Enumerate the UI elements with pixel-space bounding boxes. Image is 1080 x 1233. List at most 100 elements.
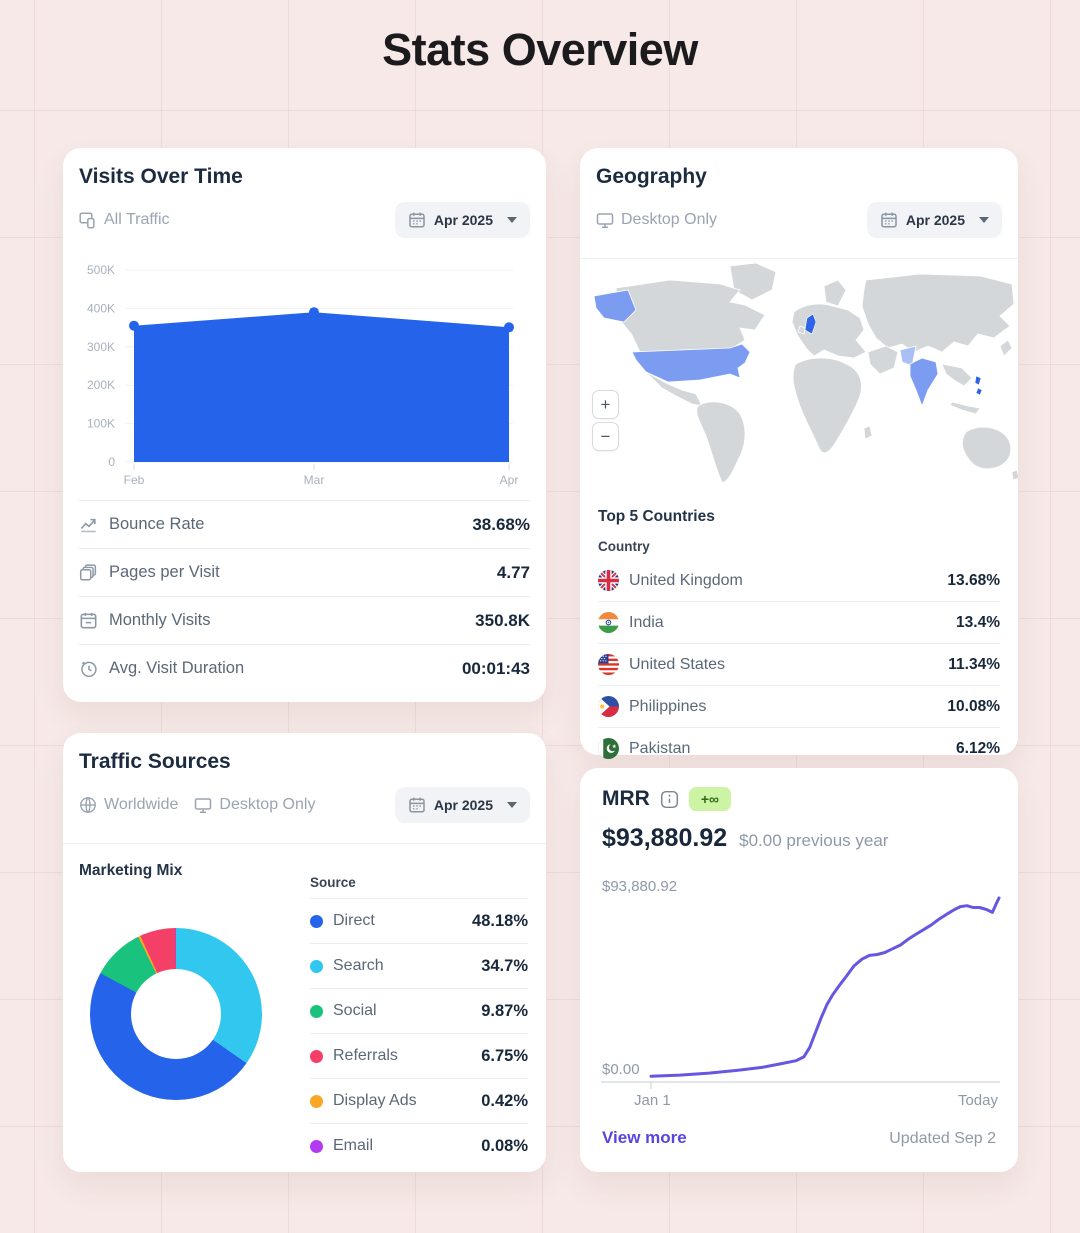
country-name: Philippines <box>629 697 707 715</box>
country-share: 10.08% <box>947 697 1000 715</box>
traffic-filter: All Traffic <box>79 211 170 229</box>
source-label: Direct <box>333 912 375 929</box>
stat-row: Pages per Visit 4.77 <box>79 548 530 596</box>
mrr-chart-max-label: $93,880.92 <box>602 878 678 895</box>
traffic-filter-label: All Traffic <box>104 211 170 228</box>
marketing-mix-title: Marketing Mix <box>79 862 183 879</box>
geography-filters-row: Desktop Only Apr 2025 <box>596 202 1002 238</box>
growth-badge: +∞ <box>688 787 731 811</box>
country-row: Philippines 10.08% <box>598 686 1000 728</box>
mrr-chart-min-label: $0.00 <box>602 1061 640 1078</box>
source-share: 0.42% <box>481 1091 528 1110</box>
svg-text:Mar: Mar <box>304 473 325 487</box>
map-philippines <box>974 375 982 386</box>
traffic-period-value: Apr 2025 <box>433 797 493 813</box>
desktop-filter-label: Desktop Only <box>621 211 718 228</box>
legend-color-dot <box>310 914 323 928</box>
map-philippines <box>975 387 983 396</box>
geography-period-dropdown[interactable]: Apr 2025 <box>866 202 1002 238</box>
country-row: United Kingdom 13.68% <box>598 560 1000 602</box>
source-label: Display Ads <box>333 1092 417 1109</box>
worldwide-filter-label: Worldwide <box>104 796 179 813</box>
legend-color-dot <box>310 1139 323 1153</box>
svg-text:Apr: Apr <box>500 473 519 487</box>
monitor-icon <box>596 211 614 229</box>
visits-period-dropdown[interactable]: Apr 2025 <box>394 202 530 238</box>
traffic-sources-card: Traffic Sources Worldwide Desktop Only A… <box>63 733 546 1172</box>
mrr-x-axis-start: Jan 1 <box>634 1092 671 1109</box>
map-zoom-out-button[interactable]: − <box>592 422 619 451</box>
visits-period-value: Apr 2025 <box>433 212 493 228</box>
calendar2-icon <box>79 611 98 630</box>
country-share: 13.68% <box>947 571 1000 589</box>
country-name: United Kingdom <box>629 571 743 589</box>
stat-label: Bounce Rate <box>109 515 205 533</box>
traffic-period-dropdown[interactable]: Apr 2025 <box>394 787 530 823</box>
map-united-kingdom <box>804 313 817 335</box>
source-label: Referrals <box>333 1047 398 1064</box>
mrr-card: MRR +∞ $93,880.92 $0.00 previous year $9… <box>580 768 1018 1172</box>
source-share: 9.87% <box>481 1001 528 1020</box>
flag-united-kingdom-icon <box>598 570 619 591</box>
traffic-source-row: Search 34.7% <box>310 943 528 988</box>
source-label: Email <box>333 1137 374 1154</box>
country-share: 11.34% <box>948 655 1000 673</box>
country-row: Pakistan 6.12% <box>598 728 1000 770</box>
calendar-icon <box>408 796 426 814</box>
map-india <box>909 357 939 408</box>
mrr-current-value: $93,880.92 <box>602 824 728 852</box>
map-alaska <box>593 289 637 323</box>
source-share: 6.75% <box>481 1046 528 1065</box>
source-label: Social <box>333 1002 377 1019</box>
mrr-card-title: MRR <box>602 787 650 810</box>
source-share: 48.18% <box>472 911 528 930</box>
source-share: 0.08% <box>481 1136 528 1155</box>
stat-row: Bounce Rate 38.68% <box>79 500 530 548</box>
clock-icon <box>79 659 98 678</box>
top-countries-title: Top 5 Countries <box>598 508 715 525</box>
svg-text:300K: 300K <box>87 340 115 354</box>
stat-row: Avg. Visit Duration 00:01:43 <box>79 644 530 692</box>
flag-india-icon <box>598 612 619 633</box>
stat-value: 38.68% <box>472 514 530 534</box>
country-name: United States <box>629 655 726 673</box>
calendar-icon <box>408 211 426 229</box>
desktop-filter: Desktop Only <box>194 796 315 814</box>
card-divider <box>63 843 546 844</box>
visits-area-chart: 500K 400K 300K 200K 100K 0 Feb Mar Apr <box>87 263 519 487</box>
country-column-header: Country <box>598 539 650 554</box>
view-more-link[interactable]: View more <box>602 1128 687 1147</box>
country-share: 13.4% <box>956 613 1000 631</box>
marketing-mix-donut-chart <box>90 928 262 1100</box>
flag-united-states-icon <box>598 654 619 675</box>
caret-down-icon <box>507 802 517 808</box>
source-share: 34.7% <box>481 956 528 975</box>
mrr-x-axis-end: Today <box>957 1092 998 1109</box>
map-zoom-in-button[interactable]: + <box>592 390 619 419</box>
traffic-card-title: Traffic Sources <box>79 750 231 773</box>
trend-icon <box>79 515 98 534</box>
world-map[interactable] <box>580 260 1018 492</box>
traffic-filters-row: Worldwide Desktop Only Apr 2025 <box>79 787 530 823</box>
traffic-legend: Source Direct 48.18% Search 34.7% Social… <box>310 875 528 1168</box>
mrr-updated-label: Updated Sep 2 <box>889 1130 996 1147</box>
source-label: Search <box>333 957 384 974</box>
map-zoom-controls: + − <box>592 390 619 451</box>
traffic-source-row: Referrals 6.75% <box>310 1033 528 1078</box>
info-icon[interactable] <box>660 790 679 809</box>
legend-color-dot <box>310 1004 323 1018</box>
visits-filters-row: All Traffic Apr 2025 <box>79 202 530 238</box>
geography-card: Geography Desktop Only Apr 2025 <box>580 148 1018 770</box>
legend-header: Source <box>310 875 356 890</box>
stat-value: 4.77 <box>496 562 530 582</box>
svg-text:0: 0 <box>108 455 115 469</box>
caret-down-icon <box>979 217 989 223</box>
devices-icon <box>79 211 97 229</box>
svg-text:200K: 200K <box>87 378 115 392</box>
pages-icon <box>79 563 98 582</box>
traffic-source-row: Email 0.08% <box>310 1123 528 1168</box>
globe-icon <box>79 796 97 814</box>
page-title: Stats Overview <box>382 24 698 75</box>
country-row: United States 11.34% <box>598 644 1000 686</box>
geography-period-value: Apr 2025 <box>905 212 965 228</box>
